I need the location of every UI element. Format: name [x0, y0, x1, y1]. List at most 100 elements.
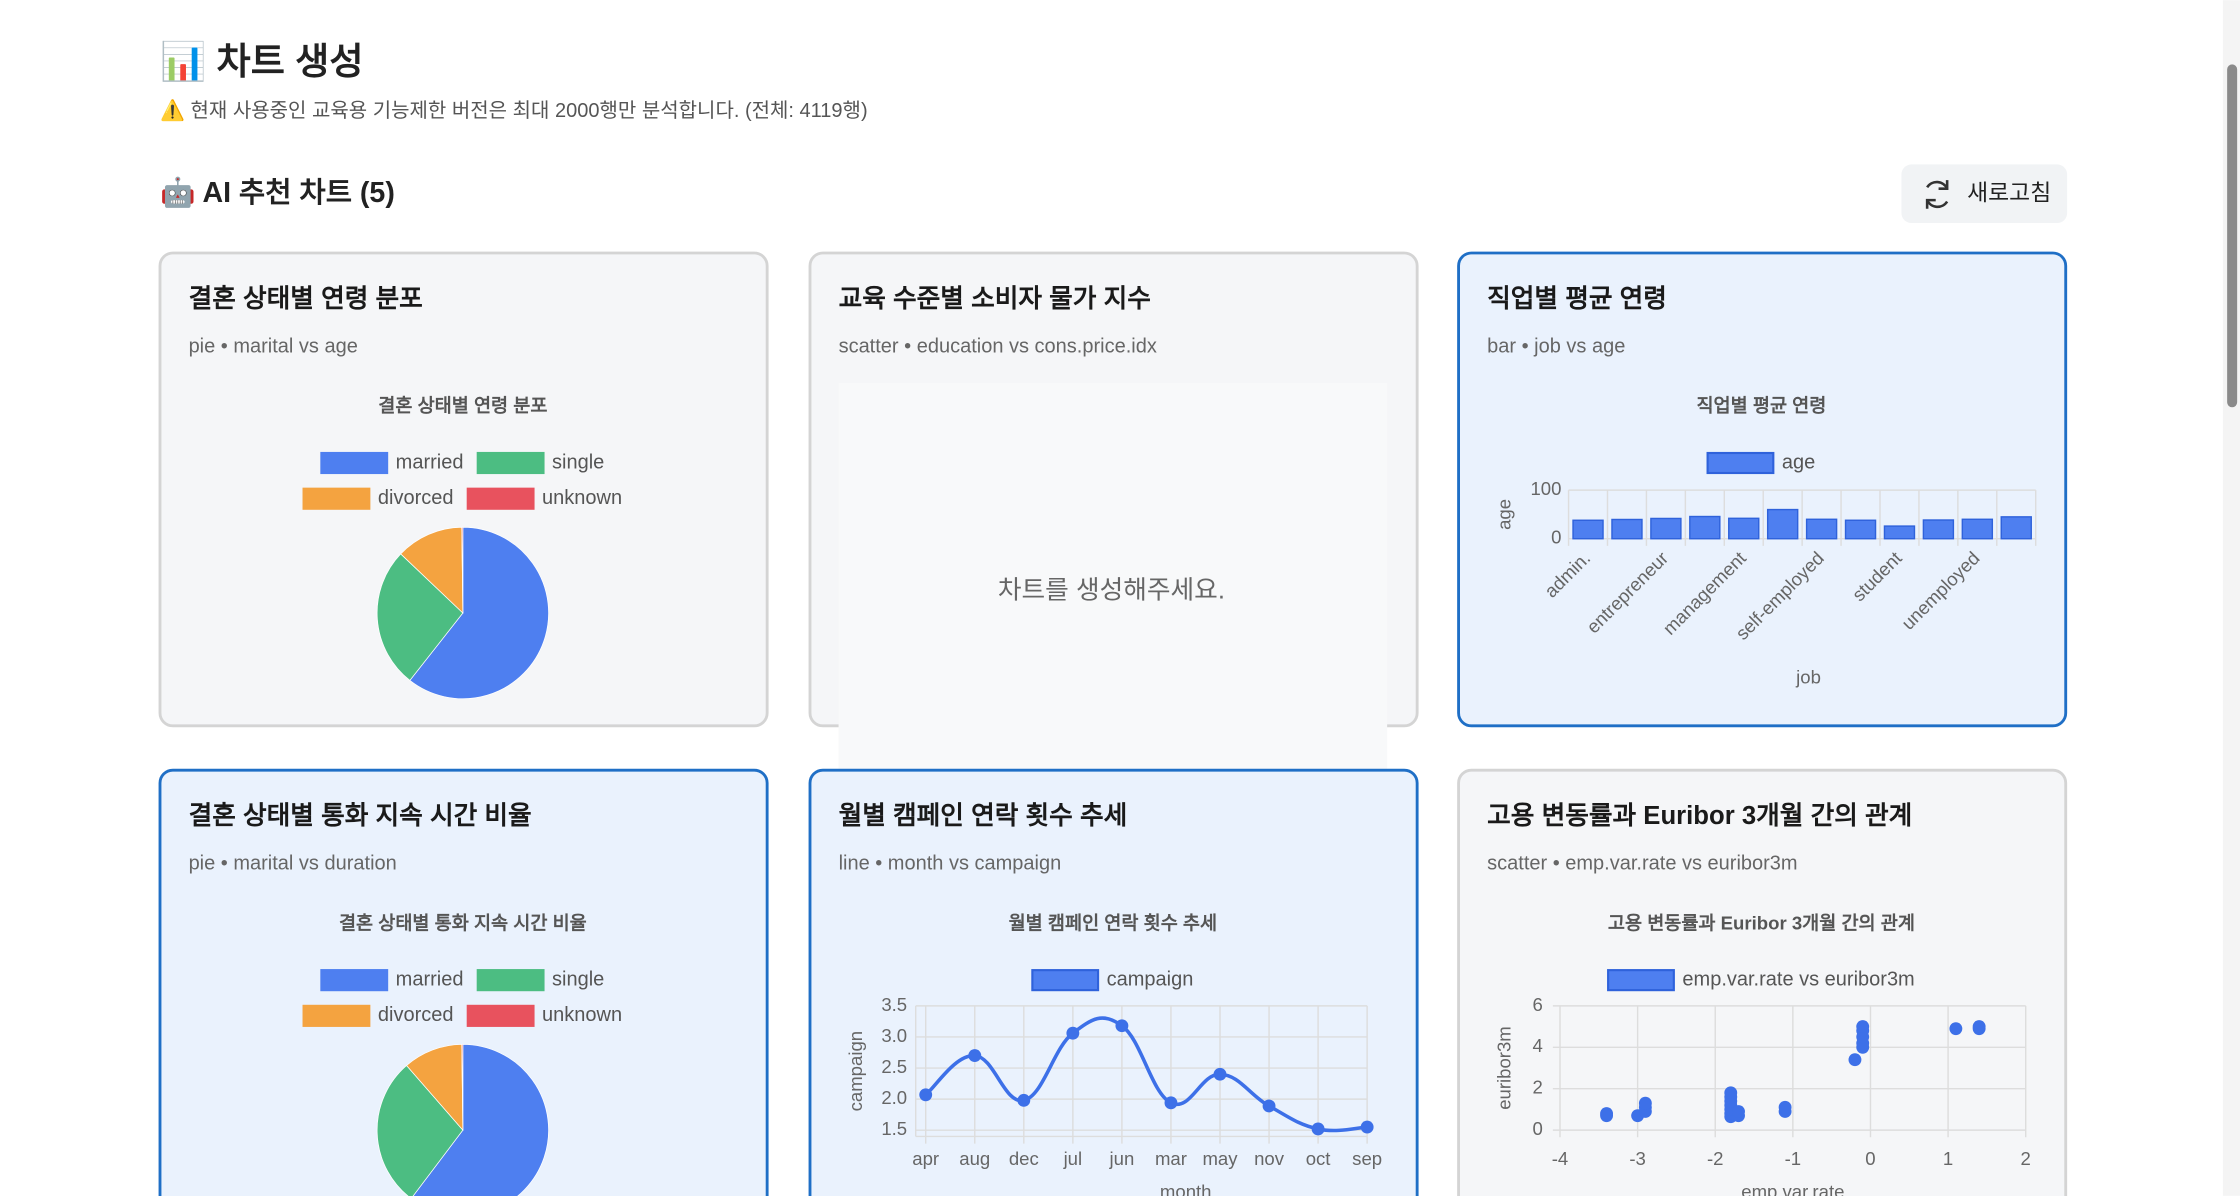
button-bg[interactable]	[1901, 164, 2068, 223]
card: 고용 변동률과 Euribor 3개월 간의 관계 scatter • emp.v…	[1457, 768, 2068, 1196]
bar	[1844, 519, 1877, 540]
point	[1213, 1067, 1227, 1081]
x-axis-title: job	[1795, 667, 1821, 688]
point	[1949, 1022, 1963, 1036]
point	[1856, 1020, 1870, 1033]
y-tick-label: 0	[1551, 527, 1561, 548]
point	[1066, 1026, 1080, 1040]
card-title: 직업별 평균 연령	[1487, 284, 1667, 313]
x-axis-title: month	[1160, 1181, 1212, 1196]
legend-label: married	[396, 968, 464, 990]
x-tick-label: -2	[1707, 1148, 1724, 1169]
point	[1017, 1093, 1031, 1107]
x-tick-label: 0	[1865, 1148, 1875, 1169]
pie-slice	[400, 526, 464, 614]
y-axis-title: euribor3m	[1494, 1026, 1515, 1110]
point	[1972, 1020, 1986, 1033]
page-title: 📊 차트 생성	[160, 40, 363, 83]
card-bg	[1457, 768, 2068, 1196]
y-tick-label: 3.0	[881, 1025, 907, 1046]
point	[919, 1088, 933, 1102]
legend-swatch	[466, 1004, 535, 1027]
point	[1262, 1099, 1276, 1113]
legend-swatch	[320, 969, 389, 992]
card-subtitle: pie • marital vs duration	[189, 853, 397, 875]
y-tick-label: 0	[1533, 1118, 1543, 1139]
x-tick-label: -3	[1629, 1148, 1646, 1169]
bar	[1689, 515, 1721, 540]
y-tick-label: 100	[1530, 478, 1561, 499]
card-title: 고용 변동률과 Euribor 3개월 간의 관계	[1487, 801, 1912, 830]
card-title: 결혼 상태별 통화 지속 시간 비율	[189, 801, 532, 830]
x-tick-label: dec	[1009, 1148, 1039, 1169]
card: 교육 수준별 소비자 물가 지수 scatter • education vs c…	[808, 251, 1419, 772]
legend-label: single	[552, 451, 604, 473]
card: 월별 캠페인 연락 횟수 추세 line • month vs campaign 월…	[808, 768, 1419, 1196]
legend-label: unknown	[542, 1004, 622, 1026]
card-subtitle: bar • job vs age	[1487, 336, 1625, 358]
chart-title: 고용 변동률과 Euribor 3개월 간의 관계	[1608, 912, 1915, 933]
x-tick-label: 1	[1943, 1148, 1953, 1169]
point	[1638, 1096, 1652, 1110]
y-tick-label: 2	[1533, 1077, 1543, 1098]
legend-label: emp.var.rate vs euribor3m	[1682, 968, 1914, 990]
card-bg	[158, 251, 769, 728]
bar	[1572, 519, 1604, 540]
x-tick-label: nov	[1254, 1148, 1285, 1169]
card-subtitle: scatter • education vs cons.price.idx	[839, 336, 1157, 358]
bar	[1805, 518, 1838, 540]
x-tick-label: mar	[1155, 1148, 1187, 1169]
point	[1724, 1086, 1738, 1100]
section-title: 🤖 AI 추천 차트 (5)	[160, 176, 395, 209]
card-subtitle: pie • marital vs age	[189, 336, 358, 358]
chart-title: 직업별 평균 연령	[1696, 395, 1826, 416]
bar	[2000, 516, 2032, 540]
legend-label: divorced	[378, 1004, 454, 1026]
chart-title: 결혼 상태별 통화 지속 시간 비율	[339, 912, 587, 933]
point	[1848, 1053, 1862, 1067]
scrollbar-thumb[interactable]	[2227, 64, 2238, 408]
y-tick-label: 3.5	[881, 994, 907, 1015]
legend-swatch	[302, 1004, 371, 1027]
pie-slice	[409, 526, 549, 699]
card-bg	[808, 768, 1419, 1196]
legend-swatch	[476, 969, 545, 992]
point	[1778, 1100, 1792, 1114]
point	[1115, 1019, 1129, 1033]
legend-swatch	[320, 451, 389, 475]
y-tick-label: 2.0	[881, 1087, 907, 1108]
x-tick-label: may	[1202, 1148, 1238, 1169]
legend-swatch	[1607, 969, 1675, 992]
legend-label: age	[1782, 451, 1815, 473]
pie-slice	[461, 526, 464, 614]
y-tick-label: 2.5	[881, 1056, 907, 1077]
bar	[1650, 517, 1682, 540]
y-tick-label: 1.5	[881, 1118, 907, 1139]
refresh-button[interactable]: 새로고침	[1901, 164, 2068, 223]
bar	[1728, 517, 1760, 540]
x-tick-label: -1	[1785, 1148, 1802, 1169]
pie-slice	[412, 1044, 549, 1196]
button-label[interactable]: 새로고침	[1967, 179, 2051, 205]
x-tick-label: sep	[1352, 1148, 1382, 1169]
x-tick-label: 2	[2021, 1148, 2031, 1169]
x-axis-title: emp.var.rate	[1741, 1181, 1844, 1196]
x-tick-label: oct	[1306, 1148, 1332, 1169]
x-tick-label: jul	[1063, 1148, 1083, 1169]
x-tick-label: -4	[1552, 1148, 1569, 1169]
point	[1600, 1109, 1613, 1123]
x-tick-label: aug	[959, 1148, 990, 1169]
pie-slice	[376, 1064, 464, 1196]
card-title: 월별 캠페인 연락 횟수 추세	[839, 801, 1128, 830]
refresh-icon[interactable]	[1925, 180, 1949, 209]
legend-label: single	[552, 968, 604, 990]
card: 직업별 평균 연령 bar • job vs age 직업별 평균 연령 age 0 10…	[1457, 251, 2068, 728]
bar	[1766, 508, 1799, 540]
bar	[1922, 519, 1955, 540]
pie-slice	[461, 1044, 464, 1131]
chart-title: 월별 캠페인 연락 횟수 추세	[1009, 912, 1217, 933]
y-axis-title: age	[1494, 499, 1515, 530]
card: 결혼 상태별 통화 지속 시간 비율 pie • marital vs durat…	[158, 768, 769, 1196]
card: 결혼 상태별 연령 분포 pie • marital vs age 결혼 상태별 연…	[158, 251, 769, 728]
